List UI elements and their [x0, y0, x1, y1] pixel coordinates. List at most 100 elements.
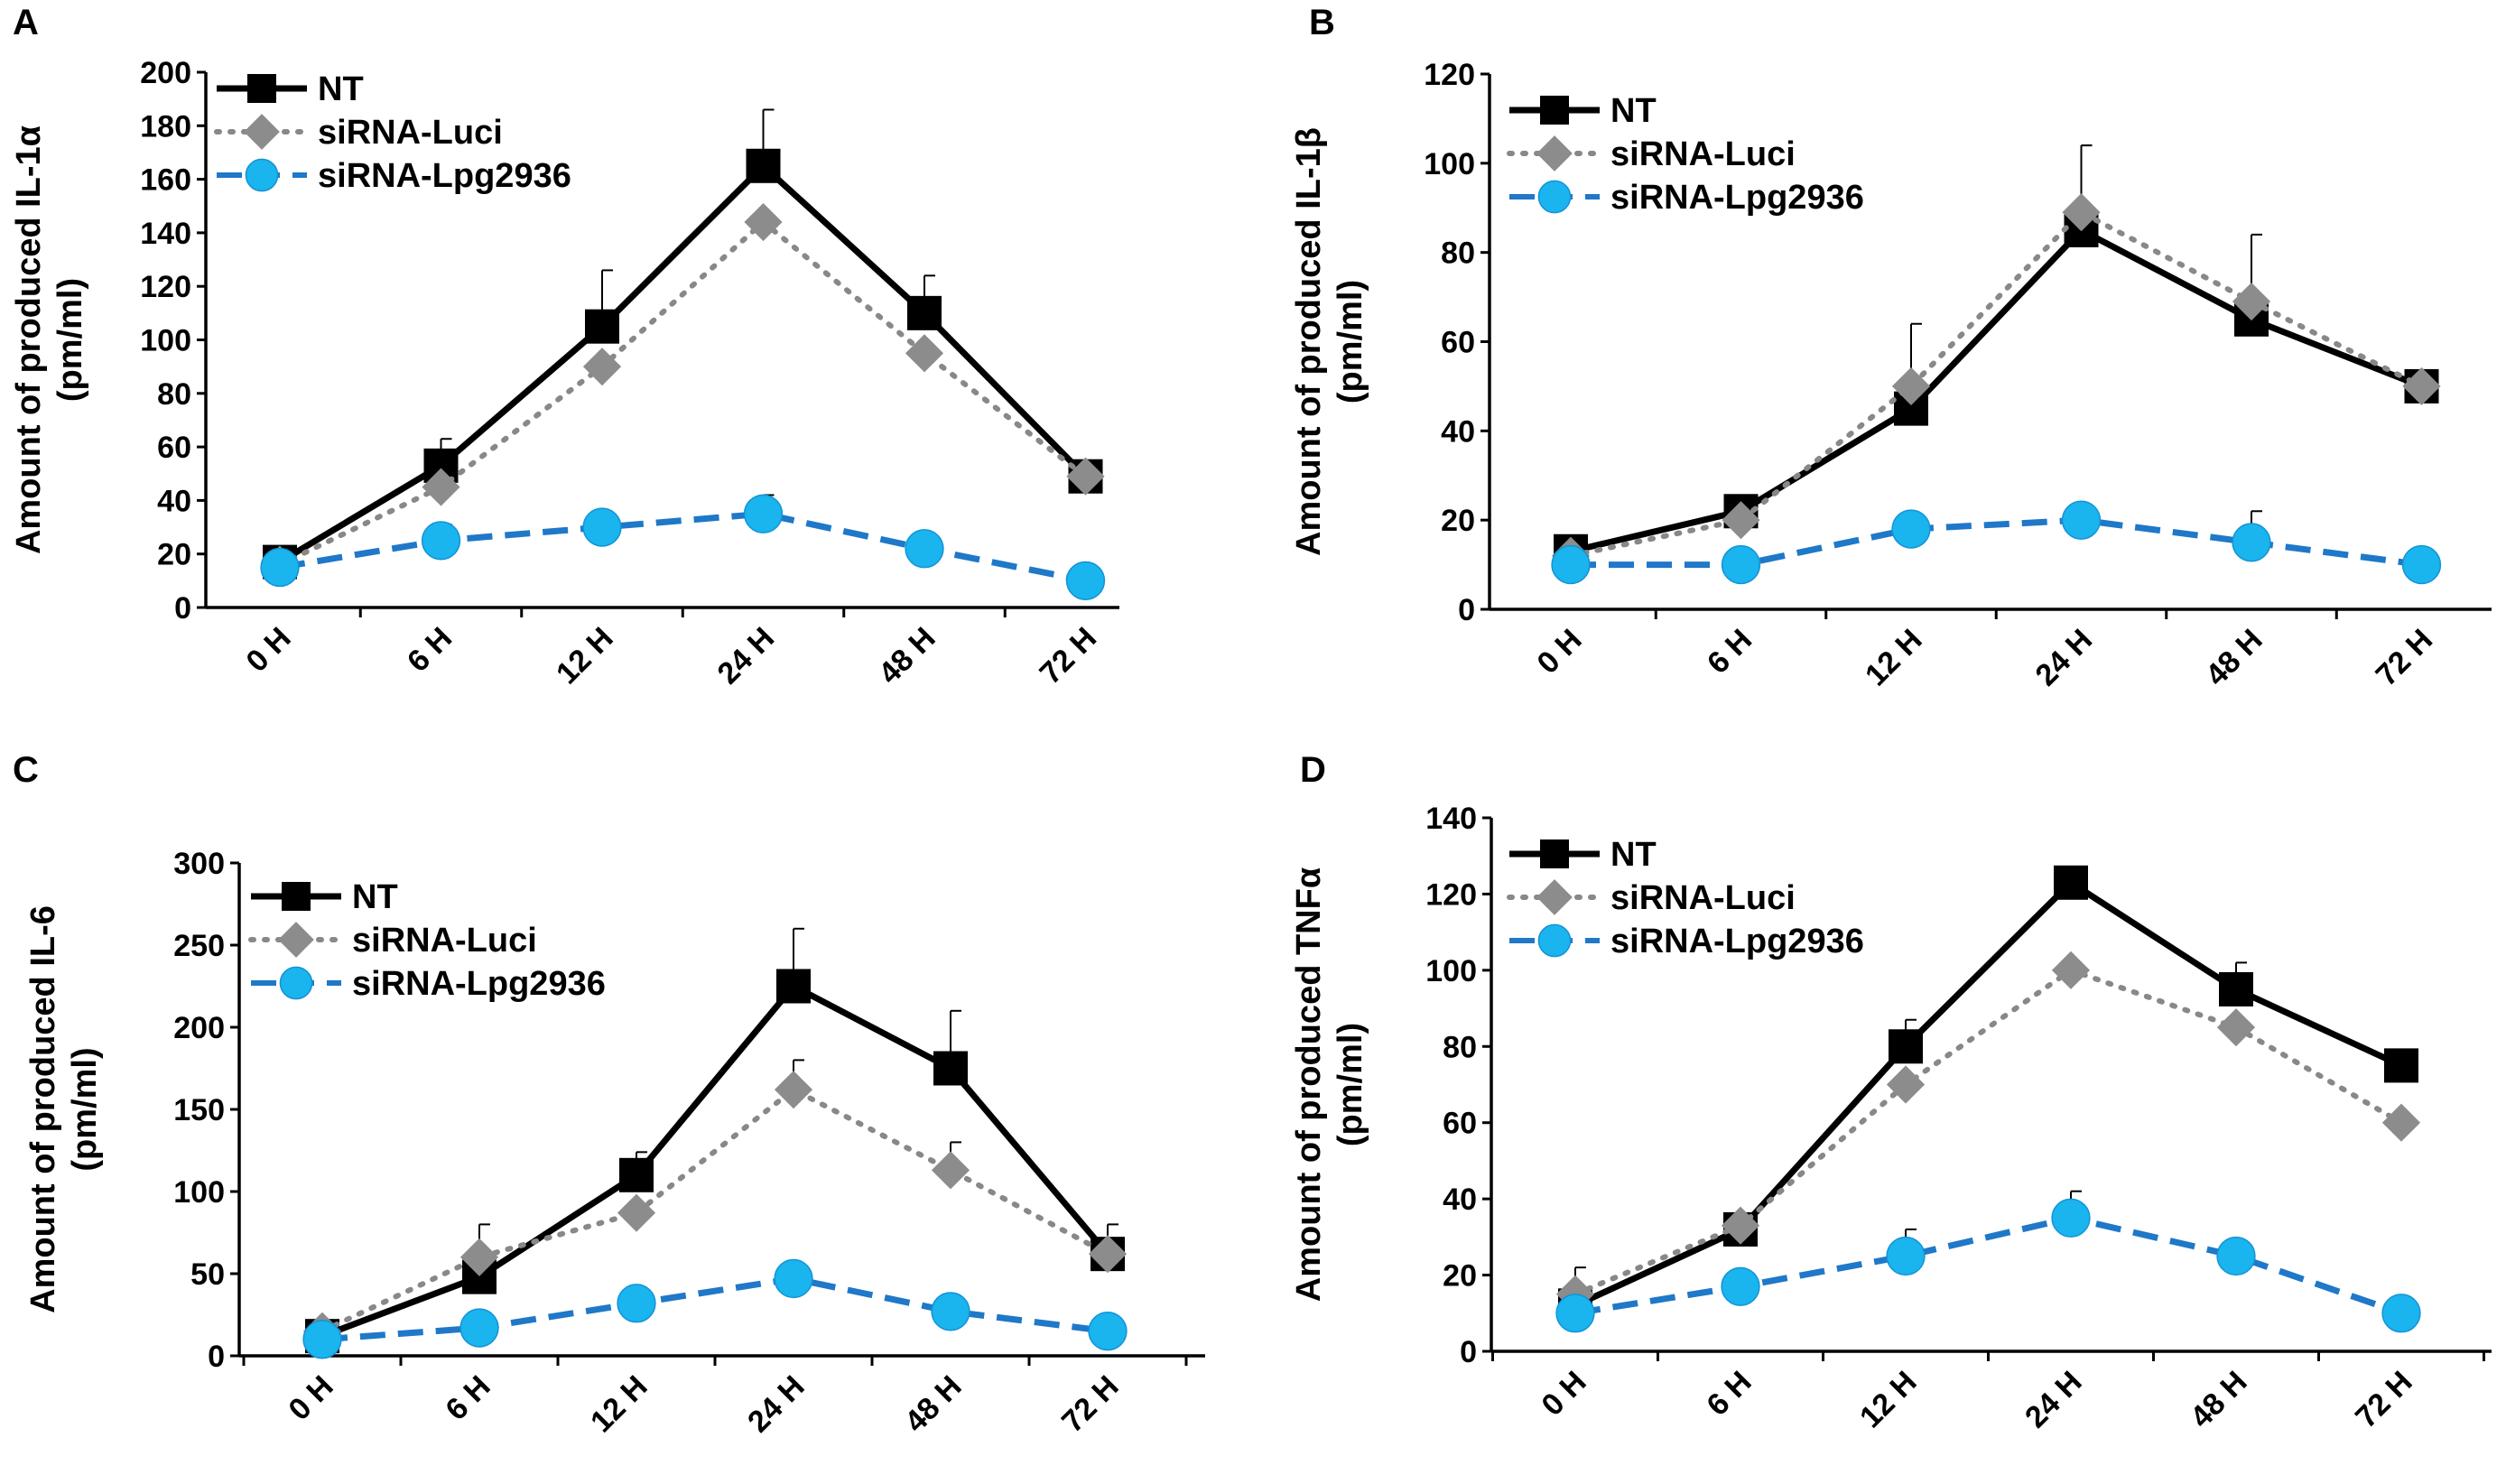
data-point	[774, 1258, 813, 1299]
series-line	[1573, 967, 2404, 1297]
series-sirna-lpg2936	[1555, 1190, 2421, 1333]
data-point	[933, 1051, 968, 1086]
panel-B: B 0 20 40 60 80 100 120 0 H 6 H 12 H 24 H 48 H 72 H Am…	[1290, 3, 2492, 692]
legend-marker	[244, 114, 280, 150]
x-tick-label: 0 H	[1530, 623, 1588, 681]
y-tick-label: 100	[1424, 147, 1475, 181]
data-point	[776, 969, 811, 1004]
y-tick-label: 120	[140, 270, 191, 304]
y-tick-label: 0	[174, 591, 191, 626]
legend-marker	[1540, 96, 1569, 125]
y-tick-label: 120	[1424, 58, 1475, 92]
series-line	[1568, 209, 2425, 559]
data-point	[1088, 1235, 1128, 1274]
y-tick-label: 40	[157, 484, 191, 518]
data-point	[2232, 523, 2271, 562]
data-point	[774, 1071, 813, 1109]
series-sirna-luci	[302, 1059, 1128, 1350]
y-tick-label: 150	[173, 1093, 225, 1127]
data-point	[1891, 366, 1931, 405]
y-tick-label: 0	[1460, 1335, 1477, 1369]
legend-label: siRNA-Luci	[352, 922, 537, 960]
data-point	[1088, 1312, 1128, 1351]
data-point	[2054, 865, 2088, 900]
y-tick-label: 140	[140, 217, 191, 251]
y-axis-label-units: (pm/ml)	[66, 1047, 104, 1171]
x-tick-label: 6 H	[401, 621, 459, 679]
series-line	[1573, 878, 2403, 1309]
series-sirna-luci	[1551, 144, 2441, 575]
data-point	[2232, 282, 2271, 321]
data-point	[931, 1292, 970, 1331]
panel-letter: A	[13, 3, 39, 42]
data-point	[743, 494, 784, 533]
x-tick-label: 12 H	[1859, 623, 1929, 693]
data-point	[2381, 1103, 2421, 1142]
series-sirna-luci	[260, 202, 1105, 584]
legend: NT siRNA-Luci siRNA-Lpg2936	[248, 878, 606, 1003]
x-tick-label: 72 H	[2349, 1365, 2419, 1435]
panel-C: C 0 50 100 150 200 250 300 0 H 6 H 12 H 24 H 48 H 72 …	[13, 750, 1205, 1439]
y-axis-label: Amount of produced IL-1β	[1290, 127, 1328, 556]
x-tick-label: 72 H	[1033, 621, 1103, 691]
x-tick-label: 48 H	[898, 1369, 969, 1440]
data-point	[2216, 1236, 2256, 1276]
legend-marker	[1537, 180, 1572, 214]
x-tick-label: 24 H	[710, 621, 781, 691]
x-tick-label: 48 H	[2184, 1365, 2254, 1435]
x-tick-label: 12 H	[550, 621, 620, 691]
x-tick-label: 48 H	[872, 621, 942, 691]
y-tick-label: 60	[157, 431, 191, 465]
y-tick-label: 50	[190, 1257, 225, 1292]
data-point	[302, 1320, 342, 1359]
series-line	[1574, 1214, 2403, 1317]
y-tick-label: 100	[173, 1175, 225, 1210]
legend-label: siRNA-Luci	[318, 114, 503, 152]
data-point	[931, 1151, 970, 1190]
data-point	[2219, 971, 2253, 1006]
y-tick-label: 300	[173, 847, 225, 881]
data-point	[2384, 1048, 2418, 1083]
panel-letter: D	[1300, 750, 1326, 790]
legend-label: siRNA-Luci	[1610, 879, 1796, 917]
y-tick-label: 60	[1441, 326, 1475, 360]
y-tick-label: 80	[157, 377, 191, 412]
data-point	[905, 529, 944, 569]
x-tick-label: 12 H	[584, 1369, 654, 1440]
x-tick-label: 6 H	[1700, 1365, 1758, 1423]
data-point	[2051, 1198, 2091, 1238]
legend-label: NT	[1610, 92, 1657, 130]
panel-D: D 0 20 40 60 80 100 120 140 0 H 6 H 12 H 24 H 48 H 72 …	[1290, 750, 2492, 1434]
x-tick-label: 72 H	[1055, 1369, 1126, 1440]
legend-marker	[282, 882, 311, 911]
series-line	[1571, 516, 2422, 569]
series-sirna-lpg2936	[1551, 500, 2442, 585]
y-tick-label: 0	[208, 1340, 225, 1374]
data-point	[617, 1193, 656, 1232]
x-tick-label: 6 H	[439, 1369, 497, 1427]
x-tick-label: 24 H	[2028, 623, 2099, 693]
legend-label: siRNA-Luci	[1610, 135, 1796, 173]
legend-marker	[1536, 879, 1573, 915]
legend-marker	[1537, 923, 1572, 958]
data-point	[2381, 1294, 2421, 1333]
panel-letter: B	[1309, 3, 1335, 42]
data-point	[746, 148, 781, 183]
data-point	[2402, 366, 2441, 405]
legend-marker	[279, 966, 313, 1000]
data-point	[744, 202, 783, 242]
legend-marker	[247, 74, 276, 103]
series-line	[320, 1086, 1110, 1334]
y-tick-label: 250	[173, 929, 225, 963]
data-point	[1721, 1206, 1760, 1245]
y-tick-label: 60	[1443, 1107, 1477, 1141]
series-sirna-lpg2936	[260, 494, 1106, 600]
y-axis-label: Amount of produced IL-1α	[10, 125, 48, 554]
legend: NT siRNA-Luci siRNA-Lpg2936	[214, 70, 571, 195]
y-tick-label: 180	[140, 109, 191, 144]
legend-marker	[1540, 839, 1569, 868]
data-point	[459, 1238, 499, 1276]
x-tick-label: 24 H	[741, 1369, 812, 1440]
data-point	[582, 348, 622, 386]
